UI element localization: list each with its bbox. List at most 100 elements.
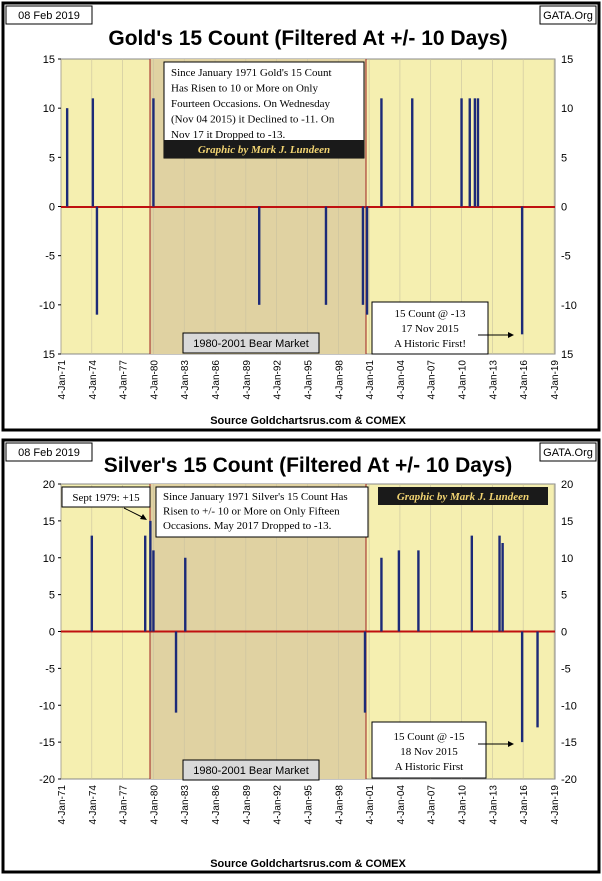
silver-source: Source Goldchartsrus.com & COMEX — [210, 858, 406, 870]
silver-x-tick-label: 4-Jan-04 — [396, 785, 407, 825]
silver-bars — [90, 520, 539, 743]
silver-x-tick-label: 4-Jan-16 — [519, 785, 530, 825]
gold-callout-arrowhead — [508, 332, 514, 338]
silver-y-tick-label: 15 — [43, 516, 55, 528]
silver-annotation-text: Since January 1971 Silver's 15 Count Has… — [163, 491, 348, 532]
silver-bar — [501, 543, 504, 632]
silver-y-tick-label: 15 — [561, 516, 573, 528]
gold-x-tick-label: 4-Jan-19 — [550, 360, 561, 400]
silver-sept-arrow — [123, 507, 145, 519]
silver-bar — [144, 535, 147, 632]
silver-x-tick-label: 4-Jan-71 — [57, 785, 68, 825]
gold-y-tick-label: 10 — [43, 103, 55, 115]
gold-bear-label: 1980-2001 Bear Market — [193, 338, 309, 350]
gold-site-box — [539, 5, 597, 25]
gold-bar — [258, 206, 261, 305]
gold-y-tick-label: 0 — [561, 202, 567, 214]
silver-sept-text: Sept 1979: +15 — [72, 492, 140, 504]
silver-bar — [498, 535, 501, 632]
silver-x-tick-label: 4-Jan-98 — [334, 785, 345, 825]
gold-y-tick-label: 10 — [561, 103, 573, 115]
silver-y-tick-label: 10 — [561, 553, 573, 565]
silver-callout-box — [371, 721, 487, 779]
silver-y-tick-label: -10 — [39, 700, 55, 712]
gold-annotation-line: Nov 17 it Dropped to -13. — [171, 129, 286, 141]
gold-x-tick-label: 4-Jan-01 — [365, 360, 376, 400]
gold-annotation-line: A Historic First! — [394, 338, 466, 350]
gold-x-tick-label: 4-Jan-86 — [211, 360, 222, 400]
gold-bar — [95, 206, 99, 315]
gold-y-tick-label: 15 — [561, 349, 573, 361]
silver-bar — [397, 550, 401, 632]
gold-bars — [65, 98, 524, 335]
gold-bear-label-box — [182, 332, 320, 354]
silver-bar — [417, 550, 420, 632]
gold-y-tick-label: 0 — [49, 202, 55, 214]
gold-y-tick-label: 15 — [43, 54, 55, 66]
gold-x-tick-label: 4-Jan-98 — [334, 360, 345, 400]
silver-annotation-line: A Historic First — [395, 761, 463, 773]
gold-bar — [411, 98, 414, 207]
gold-bar — [91, 98, 95, 207]
gold-bar — [520, 206, 524, 335]
silver-y-ticks-right: 20 15 10 5 0 -5 -10 -15 -20 — [561, 479, 577, 786]
silver-y-tick-label: 5 — [561, 590, 567, 602]
gold-credit-box — [164, 140, 364, 158]
gold-bar — [380, 98, 383, 207]
silver-annotation-line: 15 Count @ -15 — [394, 731, 465, 743]
silver-x-tick-label: 4-Jan-92 — [273, 785, 284, 825]
silver-bar — [184, 557, 187, 632]
gold-y-ticks-left: 15 10 5 0 -5 -10 15 — [39, 54, 61, 361]
silver-date-label: 08 Feb 2019 — [18, 447, 80, 459]
gold-site-label: GATA.Org — [543, 10, 593, 22]
gold-x-tick-label: 4-Jan-04 — [396, 360, 407, 400]
silver-x-tick-label: 4-Jan-13 — [488, 785, 499, 825]
gold-source: Source Goldchartsrus.com & COMEX — [210, 415, 406, 427]
silver-y-tick-label: -15 — [561, 737, 577, 749]
silver-site-label: GATA.Org — [543, 447, 593, 459]
silver-y-tick-label: -5 — [45, 663, 55, 675]
silver-x-tick-label: 4-Jan-19 — [550, 785, 561, 825]
silver-site-box — [539, 442, 597, 462]
silver-x-tick-label: 4-Jan-80 — [149, 785, 160, 825]
silver-bear-label: 1980-2001 Bear Market — [193, 765, 309, 777]
silver-y-tick-label: 20 — [561, 479, 573, 491]
silver-y-tick-label: 0 — [49, 627, 55, 639]
gold-annotation-line: 15 Count @ -13 — [395, 308, 466, 320]
silver-y-tick-label: -20 — [39, 774, 55, 786]
silver-date-box — [5, 442, 93, 462]
gold-bar — [361, 206, 365, 305]
gold-y-tick-label: 15 — [43, 349, 55, 361]
silver-callout-text: 15 Count @ -15 18 Nov 2015 A Historic Firs… — [394, 731, 465, 773]
gold-bar — [473, 98, 477, 207]
gold-y-ticks-right: 15 10 5 0 -5 -10 15 — [561, 54, 577, 361]
gold-bar — [324, 206, 328, 305]
gold-y-tick-label: -10 — [561, 300, 577, 312]
gold-y-tick-label: -10 — [39, 300, 55, 312]
gold-x-tick-label: 4-Jan-74 — [88, 360, 99, 400]
silver-sept-box — [61, 486, 151, 508]
gold-x-tick-label: 4-Jan-92 — [273, 360, 284, 400]
silver-y-tick-label: 10 — [43, 553, 55, 565]
silver-bar — [536, 631, 539, 728]
silver-x-tick-label: 4-Jan-07 — [427, 785, 438, 825]
gold-annotation-line: Since January 1971 Gold's 15 Count — [171, 67, 332, 79]
silver-y-tick-label: -5 — [561, 663, 571, 675]
silver-annotation-line: 18 Nov 2015 — [400, 746, 458, 758]
silver-y-ticks-left: 20 15 10 5 0 -5 -10 -15 -20 — [39, 479, 61, 786]
gold-annotation-text: Since January 1971 Gold's 15 Count Has Ri… — [171, 67, 335, 141]
gold-annotation-line: Has Risen to 10 or More on Only — [171, 83, 318, 95]
silver-y-tick-label: 0 — [561, 627, 567, 639]
silver-y-tick-label: -20 — [561, 774, 577, 786]
gold-bar — [365, 206, 369, 315]
silver-x-tick-label: 4-Jan-95 — [303, 785, 314, 825]
gold-x-tick-label: 4-Jan-10 — [458, 360, 469, 400]
gold-date-label: 08 Feb 2019 — [18, 10, 80, 22]
silver-bear-label-box — [182, 759, 320, 781]
gold-y-tick-label: 5 — [561, 152, 567, 164]
silver-bar — [174, 631, 178, 713]
silver-x-tick-label: 4-Jan-89 — [242, 785, 253, 825]
silver-sept-arrowhead — [140, 514, 147, 520]
